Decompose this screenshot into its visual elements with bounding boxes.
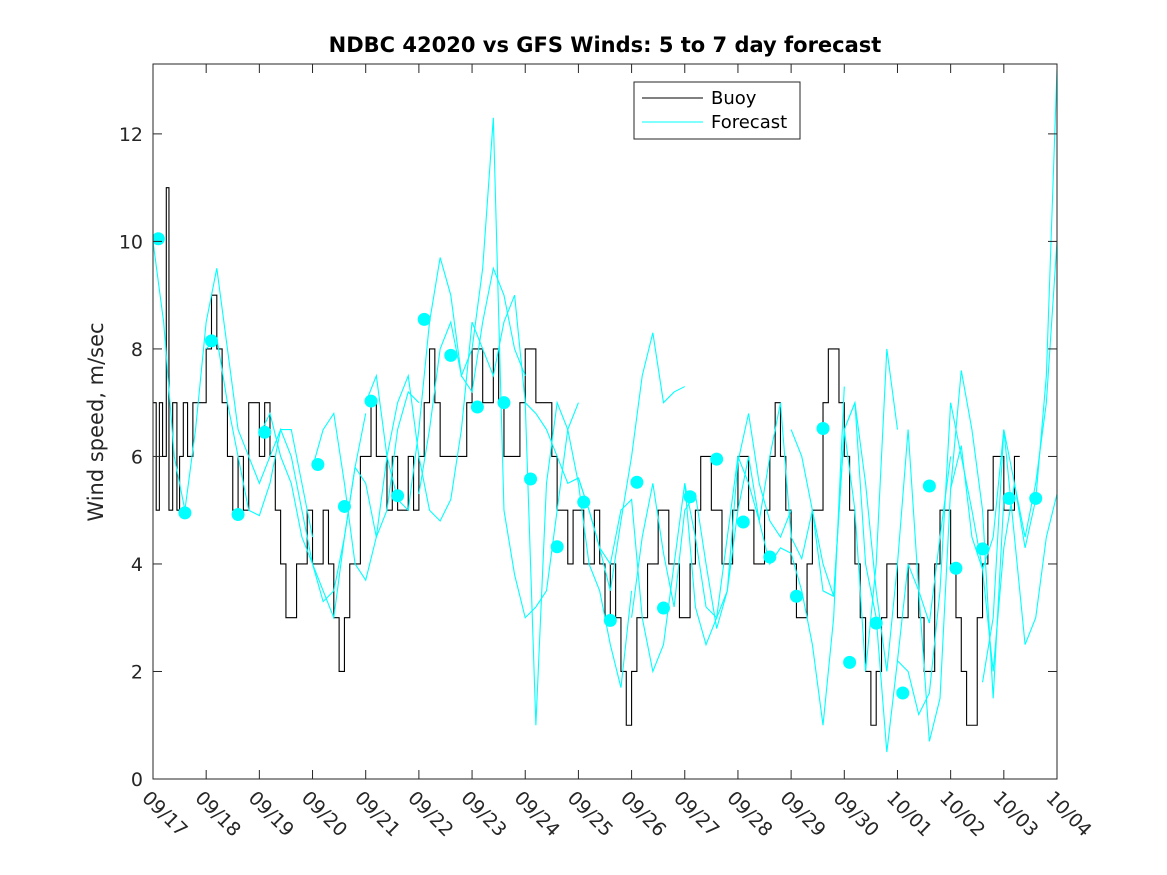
- forecast-marker: [444, 348, 458, 362]
- forecast-marker: [550, 540, 564, 554]
- y-tick-label: 8: [131, 339, 143, 361]
- forecast-series-line-16: [950, 241, 1057, 672]
- y-tick-label: 2: [131, 661, 143, 683]
- forecast-marker: [630, 475, 644, 489]
- legend: Buoy Forecast: [633, 81, 801, 140]
- forecast-series-line-17: [982, 429, 1057, 683]
- y-tick-label: 10: [119, 231, 143, 253]
- forecast-series-line-1: [153, 241, 314, 538]
- series-layer: [153, 69, 1057, 753]
- forecast-series-line-2: [205, 337, 367, 603]
- forecast-series-line-5: [365, 257, 526, 512]
- forecast-marker: [311, 458, 325, 472]
- chart-title: NDBC 42020 vs GFS Winds: 5 to 7 day fore…: [329, 33, 882, 57]
- forecast-series-line-4: [312, 321, 473, 582]
- legend-forecast-label: Forecast: [711, 112, 787, 133]
- forecast-marker: [524, 472, 538, 486]
- forecast-series-line-12: [737, 348, 899, 672]
- forecast-marker: [656, 601, 670, 615]
- y-tick-label: 4: [131, 554, 143, 576]
- forecast-marker: [843, 655, 857, 669]
- forecast-series-line-14: [843, 370, 1005, 742]
- forecast-marker: [337, 499, 351, 513]
- forecast-marker: [153, 232, 165, 246]
- y-tick-label: 0: [131, 769, 143, 791]
- forecast-marker: [1002, 491, 1016, 505]
- forecast-marker: [949, 561, 963, 575]
- forecast-marker: [204, 334, 218, 348]
- forecast-marker: [178, 506, 192, 520]
- forecast-marker: [470, 400, 484, 414]
- y-tick-label: 6: [131, 446, 143, 468]
- forecast-marker: [896, 686, 910, 700]
- y-axis-label: Wind speed, m/sec: [84, 322, 108, 521]
- forecast-series-line-3: [258, 390, 420, 620]
- forecast-series-line-10: [631, 413, 792, 629]
- forecast-series-line-6: [418, 117, 579, 619]
- forecast-series-line-8: [524, 332, 686, 591]
- forecast-marker: [577, 495, 591, 509]
- legend-box: [633, 81, 801, 140]
- forecast-marker: [1029, 491, 1043, 505]
- forecast-marker: [683, 490, 697, 504]
- forecast-marker: [391, 489, 405, 503]
- forecast-marker: [497, 396, 511, 410]
- forecast-marker: [922, 479, 936, 493]
- forecast-marker: [816, 421, 830, 435]
- forecast-marker: [869, 616, 883, 630]
- forecast-marker: [736, 515, 750, 529]
- forecast-marker: [231, 508, 245, 522]
- forecast-marker: [976, 542, 990, 556]
- forecast-series-line-11: [684, 386, 845, 726]
- y-axis: 0 2 4 6 8 10 12: [119, 124, 1057, 791]
- legend-buoy-label: Buoy: [711, 88, 757, 109]
- buoy-series-line: [153, 187, 1020, 726]
- forecast-marker: [789, 589, 803, 603]
- forecast-marker: [763, 550, 777, 564]
- axes-box: [152, 63, 1058, 780]
- forecast-marker: [417, 312, 431, 326]
- forecast-marker: [603, 613, 617, 627]
- forecast-marker: [258, 425, 272, 439]
- forecast-series-line-13: [790, 402, 952, 753]
- forecast-marker: [364, 394, 378, 408]
- forecast-series-line-15: [897, 69, 1057, 717]
- forecast-marker: [710, 452, 724, 466]
- y-tick-label: 12: [119, 124, 143, 146]
- forecast-series-line-9: [577, 456, 739, 674]
